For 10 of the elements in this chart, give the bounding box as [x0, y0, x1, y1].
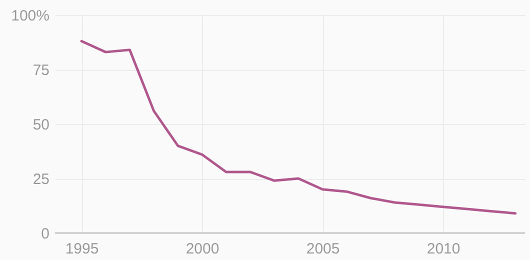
x-tick-label: 2000 [186, 240, 220, 258]
x-tick-label: 2005 [306, 240, 340, 258]
y-tick-label: 100% [11, 8, 50, 24]
y-tick-label: 50 [32, 116, 50, 134]
x-tick-label: 2010 [426, 240, 460, 258]
x-tick-label: 1995 [65, 240, 99, 258]
y-tick-label: 0 [41, 226, 50, 242]
y-tick-label: 75 [32, 62, 50, 79]
line-series [80, 40, 517, 215]
y-tick-label: 25 [32, 171, 50, 188]
